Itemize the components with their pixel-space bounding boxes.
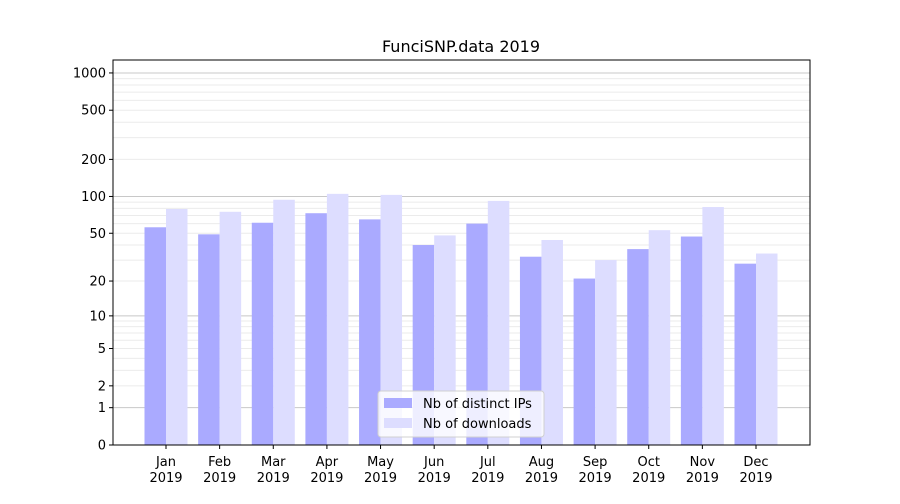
bar-downloads <box>648 230 671 445</box>
legend-box <box>377 390 545 438</box>
legend-swatch <box>384 398 412 408</box>
bar-downloads <box>273 199 295 445</box>
x-tick-label: Jun 2019 <box>418 455 451 486</box>
bar-downloads <box>595 260 617 445</box>
bar-distinct-ips <box>680 236 703 445</box>
bar-distinct-ips <box>627 249 649 445</box>
x-tick-label: Aug 2019 <box>525 455 558 486</box>
bar-distinct-ips <box>198 234 220 445</box>
x-tick-label: Oct 2019 <box>632 455 665 486</box>
bar-distinct-ips <box>466 223 488 445</box>
bar-distinct-ips <box>734 263 756 445</box>
bar-distinct-ips <box>359 219 381 445</box>
bar-downloads <box>756 253 778 445</box>
bar-downloads <box>487 200 510 445</box>
y-tick-label: 50 <box>89 227 106 242</box>
y-tick-label: 500 <box>81 104 106 119</box>
y-tick-label: 1 <box>98 401 106 416</box>
y-tick-label: 10 <box>89 309 106 324</box>
plot-frame <box>112 59 811 446</box>
legend-swatch <box>384 418 412 428</box>
bar-downloads <box>380 194 403 445</box>
bar-downloads <box>702 207 724 445</box>
y-tick-label: 5 <box>98 342 106 357</box>
x-tick-label: Apr 2019 <box>310 455 343 486</box>
bar-downloads <box>166 209 188 445</box>
x-tick-label: Dec 2019 <box>739 455 772 486</box>
bar-distinct-ips <box>251 222 274 445</box>
x-tick-label: May 2019 <box>364 455 397 486</box>
chart-title: FunciSNP.data 2019 <box>382 37 540 56</box>
x-tick-label: Mar 2019 <box>257 455 290 486</box>
bar-downloads <box>219 211 242 445</box>
y-tick-label: 200 <box>81 153 106 168</box>
bar-distinct-ips <box>144 227 166 445</box>
y-tick-label: 20 <box>89 275 106 290</box>
y-tick-label: 1000 <box>73 66 106 81</box>
bar-downloads <box>541 240 563 445</box>
y-tick-label: 100 <box>81 190 106 205</box>
x-tick-label: Feb 2019 <box>203 455 236 486</box>
legend-label: Nb of distinct IPs <box>423 397 532 412</box>
y-tick-label: 0 <box>98 439 106 454</box>
legend-label: Nb of downloads <box>423 417 532 432</box>
bar-distinct-ips <box>573 278 596 445</box>
x-tick-label: Jul 2019 <box>471 455 504 486</box>
x-tick-label: Sep 2019 <box>579 455 612 486</box>
x-tick-label: Jan 2019 <box>149 455 182 486</box>
bar-distinct-ips <box>305 213 327 445</box>
legend: Nb of distinct IPs Nb of downloads <box>377 390 545 438</box>
x-tick-label: Nov 2019 <box>686 455 719 486</box>
bar-downloads <box>326 193 349 445</box>
y-tick-label: 2 <box>98 379 106 394</box>
